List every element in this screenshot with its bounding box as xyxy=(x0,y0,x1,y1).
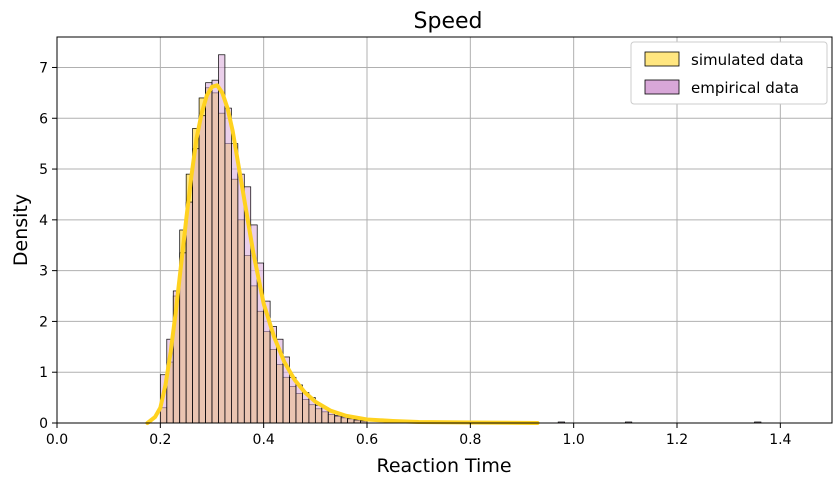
legend-swatch-simulated xyxy=(644,51,680,67)
x-tick-label: 1.0 xyxy=(563,432,585,448)
legend-box xyxy=(630,41,828,105)
y-tick-label: 0 xyxy=(39,416,48,432)
histogram-bar xyxy=(237,173,245,424)
histogram-bar xyxy=(198,115,206,424)
y-tick-label: 5 xyxy=(39,162,48,178)
histogram-bar xyxy=(211,79,219,424)
histogram-bar xyxy=(289,376,297,424)
legend-label-empirical: empirical data xyxy=(691,79,799,97)
density-curve xyxy=(145,83,540,425)
histogram-bar xyxy=(224,107,232,424)
histogram-bar xyxy=(314,404,323,424)
empirical-bars xyxy=(159,54,762,424)
x-tick-label: 1.2 xyxy=(666,432,688,448)
y-tick-label: 6 xyxy=(39,111,48,127)
legend-label-simulated: simulated data xyxy=(691,51,804,69)
x-tick-label: 0.2 xyxy=(149,432,171,448)
x-tick-label: 0.0 xyxy=(46,432,68,448)
histogram-bar xyxy=(192,148,200,424)
histogram-bar xyxy=(205,82,213,424)
y-tick-label: 7 xyxy=(39,60,48,76)
y-tick-label: 2 xyxy=(39,314,48,330)
chart-title: Speed xyxy=(414,9,483,34)
x-axis-ticks: 0.0 0.2 0.4 0.6 0.8 1.0 1.2 1.4 xyxy=(46,423,792,448)
x-axis-label: Reaction Time xyxy=(376,455,511,477)
y-tick-label: 1 xyxy=(39,365,48,381)
plot-frame xyxy=(56,36,833,424)
y-axis-ticks: 0 1 2 3 4 5 6 7 xyxy=(39,60,57,432)
y-tick-label: 3 xyxy=(39,264,48,280)
density-curve-line xyxy=(145,83,540,425)
x-tick-label: 0.8 xyxy=(459,432,481,448)
histogram-bar xyxy=(334,415,342,424)
x-tick-label: 0.4 xyxy=(253,432,275,448)
histogram-bar xyxy=(218,54,226,424)
legend: simulated data empirical data xyxy=(630,41,828,105)
y-axis-label: Density xyxy=(10,194,32,266)
histogram-bar xyxy=(185,201,193,424)
x-tick-label: 1.4 xyxy=(769,432,791,448)
histogram-bar xyxy=(231,143,239,424)
legend-swatch-empirical xyxy=(644,79,680,95)
histogram-bar xyxy=(347,418,355,424)
y-tick-label: 4 xyxy=(39,213,48,229)
x-tick-label: 0.6 xyxy=(356,432,378,448)
